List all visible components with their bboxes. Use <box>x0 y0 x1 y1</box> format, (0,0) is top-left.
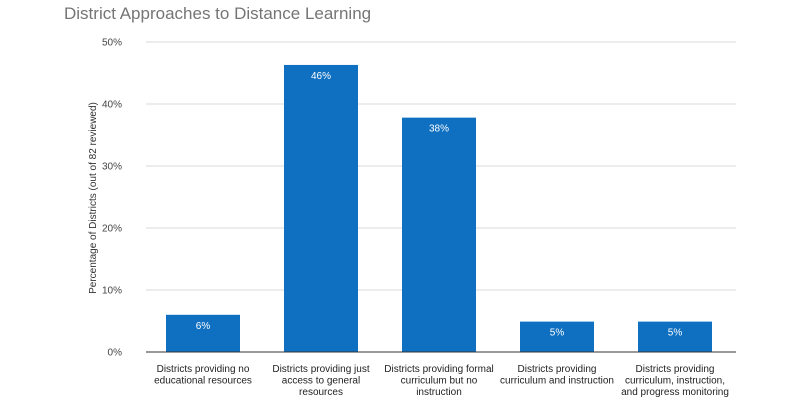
category-label-line: Districts providing no <box>157 364 250 375</box>
category-label-line: Districts providing just <box>272 364 369 375</box>
category-label-line: curriculum, instruction, <box>625 376 725 387</box>
bar <box>402 117 476 352</box>
data-labels: 6% 46% 38% 5% 5% <box>196 71 683 339</box>
data-label: 5% <box>550 328 565 339</box>
category-label-line: instruction <box>416 387 462 398</box>
category-label-line: curriculum and instruction <box>500 376 614 387</box>
data-label: 38% <box>429 124 449 135</box>
chart-title: District Approaches to Distance Learning <box>64 4 372 23</box>
category-label: Districts providing curriculum, instructi… <box>621 364 729 398</box>
category-label-line: Districts providing <box>518 364 597 375</box>
category-label-line: educational resources <box>154 376 252 387</box>
y-tick-label: 40% <box>102 100 122 111</box>
bars <box>166 64 712 352</box>
category-label-line: curriculum but no <box>401 376 478 387</box>
y-axis-label: Percentage of Districts (out of 82 revie… <box>88 102 99 294</box>
y-tick-label: 20% <box>102 224 122 235</box>
y-axis-ticks: 0% 10% 20% 30% 40% 50% <box>102 38 122 359</box>
category-label: Districts providing formal curriculum but… <box>384 364 493 398</box>
category-label-line: access to general <box>282 376 360 387</box>
data-label: 5% <box>668 328 683 339</box>
category-label: Districts providing curriculum and instru… <box>500 364 614 387</box>
bar <box>284 64 358 352</box>
y-tick-label: 0% <box>108 348 123 359</box>
bar <box>520 321 594 352</box>
category-label-line: resources <box>299 387 343 398</box>
category-label: Districts providing just access to genera… <box>272 364 369 398</box>
data-label: 46% <box>311 71 331 82</box>
bar <box>638 321 712 352</box>
y-tick-label: 50% <box>102 38 122 49</box>
category-label: Districts providing no educational resour… <box>154 364 252 387</box>
y-tick-label: 10% <box>102 286 122 297</box>
category-label-line: and progress monitoring <box>621 387 729 398</box>
bar <box>166 314 240 352</box>
category-label-line: Districts providing formal <box>384 364 493 375</box>
y-tick-label: 30% <box>102 162 122 173</box>
category-label-line: Districts providing <box>636 364 715 375</box>
x-axis-categories: Districts providing no educational resour… <box>154 364 729 398</box>
data-label: 6% <box>196 321 211 332</box>
